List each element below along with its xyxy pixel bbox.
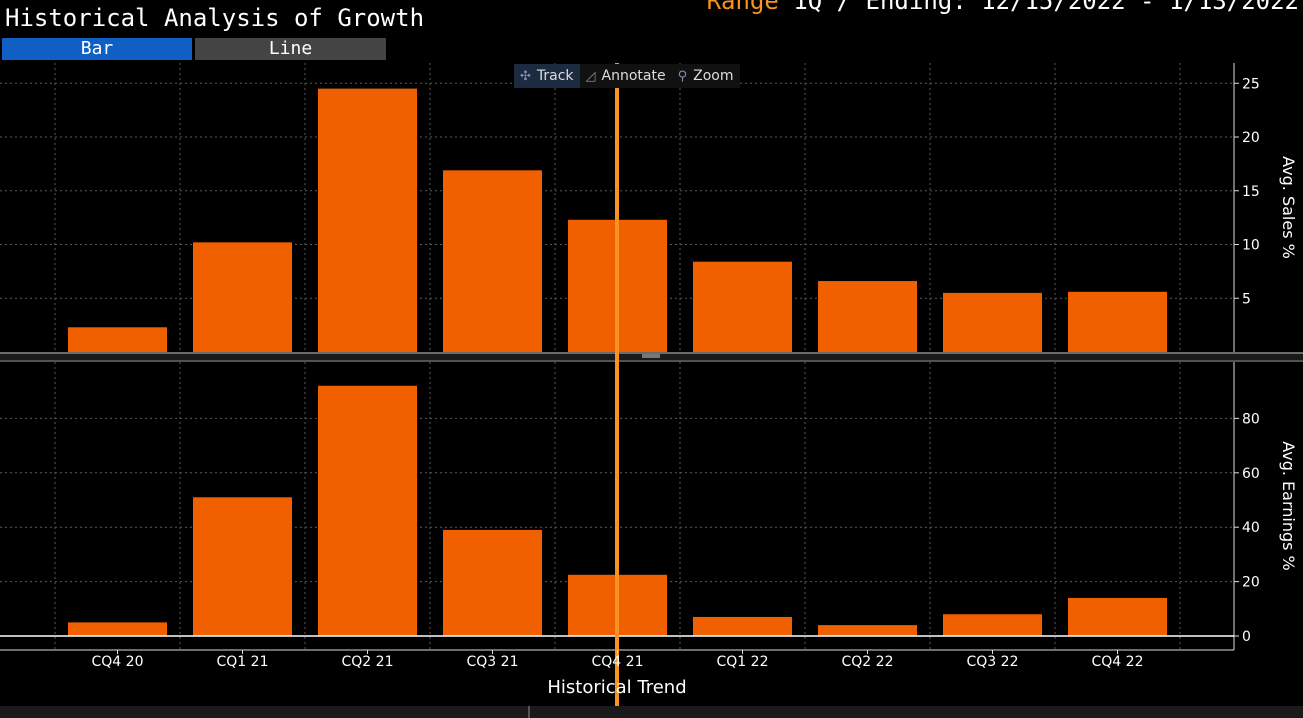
magnifier-icon: ⚲ [677, 68, 688, 84]
x-tick-label: CQ2 21 [342, 654, 394, 670]
y-tick-label: 40 [1242, 520, 1260, 536]
bar-cq4-22 [1068, 291, 1167, 352]
range-info: Range 1Q / Ending: 12/15/2022 - 1/13/202… [707, 0, 1299, 16]
annotate-label: Annotate [601, 68, 666, 84]
bar-cq1-22 [693, 616, 792, 636]
bar-cq2-22 [818, 625, 917, 636]
x-tick-label: CQ3 21 [467, 654, 519, 670]
bar-cq3-22 [943, 614, 1042, 636]
y-tick-label: 20 [1242, 575, 1260, 591]
tab-bar[interactable]: Bar [2, 38, 192, 60]
bar-cq4-20 [68, 622, 167, 636]
x-axis-label: Historical Trend [547, 677, 686, 698]
zoom-button[interactable]: ⚲ Zoom [672, 64, 740, 88]
x-tick-label: CQ2 22 [842, 654, 894, 670]
bar-cq3-21 [443, 529, 542, 636]
y-tick-label: 5 [1242, 291, 1251, 307]
y-tick-label: 25 [1242, 76, 1260, 92]
x-tick-label: CQ4 22 [1092, 654, 1144, 670]
track-label: Track [536, 68, 574, 84]
x-tick-label: CQ1 21 [217, 654, 269, 670]
y-tick-label: 10 [1242, 238, 1260, 254]
y-tick-label: 20 [1242, 130, 1260, 146]
y-axis-label: Avg. Sales % [1279, 156, 1298, 259]
x-tick-label: CQ3 22 [967, 654, 1019, 670]
bar-cq2-22 [818, 281, 917, 352]
sales-panel: 5 10 15 20 25 Avg. Sales % [0, 63, 1298, 352]
y-tick-label: 0 [1242, 629, 1251, 645]
annotate-button[interactable]: ◿ Annotate [580, 64, 672, 88]
bar-cq1-21 [193, 242, 292, 352]
x-tick-label: CQ1 22 [717, 654, 769, 670]
y-tick-label: 80 [1242, 411, 1260, 427]
bar-cq2-21 [318, 385, 417, 636]
bar-cq3-22 [943, 292, 1042, 352]
status-divider [528, 706, 530, 718]
zoom-label: Zoom [693, 68, 734, 84]
y-axis-label: Avg. Earnings % [1279, 441, 1298, 571]
bar-cq1-21 [193, 497, 292, 636]
pencil-icon: ◿ [585, 68, 596, 84]
x-tick-label: CQ4 20 [92, 654, 144, 670]
crosshair-icon: ✣ [520, 68, 531, 84]
bar-cq4-20 [68, 327, 167, 352]
bar-cq2-21 [318, 88, 417, 352]
status-bar [0, 706, 1303, 718]
chart-toolbar: ✣ Track ◿ Annotate ⚲ Zoom [514, 64, 740, 88]
separator-handle [642, 354, 660, 358]
bar-cq3-21 [443, 170, 542, 352]
y-tick-label: 15 [1242, 184, 1260, 200]
range-value: 1Q / Ending: 12/15/2022 - 1/13/2022 [778, 0, 1299, 15]
tab-line[interactable]: Line [195, 38, 386, 60]
track-button[interactable]: ✣ Track [514, 64, 580, 88]
range-label: Range [706, 0, 779, 15]
x-tick-label: CQ4 21 [592, 654, 644, 670]
earnings-panel: 0 20 40 60 80 Avg. Earnings % [0, 362, 1298, 650]
bar-cq1-22 [693, 261, 792, 352]
chart-title: Historical Analysis of Growth [5, 4, 425, 32]
bar-cq4-22 [1068, 597, 1167, 636]
y-tick-label: 60 [1242, 466, 1260, 482]
